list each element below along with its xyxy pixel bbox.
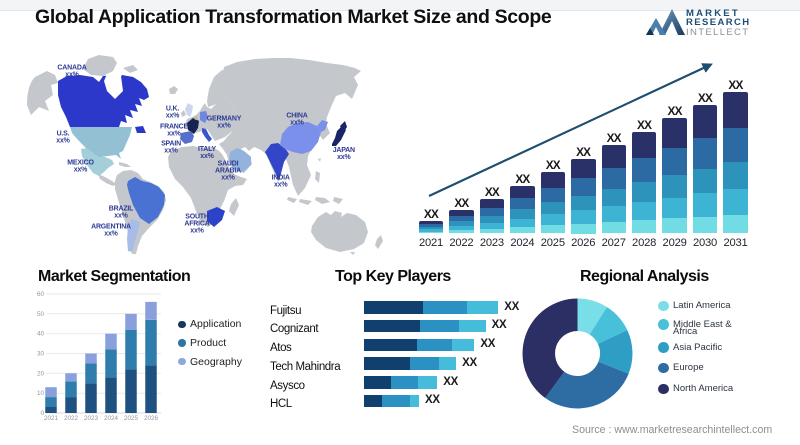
svg-text:ARABIA: ARABIA [215, 168, 241, 175]
svg-text:xx%: xx% [274, 182, 288, 189]
svg-text:INDIA: INDIA [272, 175, 290, 182]
svg-text:xx%: xx% [56, 138, 70, 145]
svg-text:60: 60 [37, 291, 45, 298]
svg-text:MEXICO: MEXICO [67, 160, 94, 167]
svg-text:2021: 2021 [44, 415, 59, 422]
svg-text:xx%: xx% [167, 131, 181, 138]
svg-text:SOUTH: SOUTH [185, 214, 209, 221]
svg-text:40: 40 [37, 331, 45, 338]
svg-text:CHINA: CHINA [286, 113, 307, 120]
svg-text:xx%: xx% [290, 120, 304, 127]
svg-text:xx%: xx% [217, 123, 231, 130]
svg-text:2026: 2026 [144, 415, 159, 422]
svg-text:JAPAN: JAPAN [333, 147, 355, 154]
svg-text:2022: 2022 [64, 415, 79, 422]
svg-text:10: 10 [37, 390, 45, 397]
svg-text:50: 50 [37, 311, 45, 318]
svg-text:xx%: xx% [164, 148, 178, 155]
svg-text:2025: 2025 [124, 415, 139, 422]
svg-text:xx%: xx% [221, 175, 235, 182]
svg-text:SAUDI: SAUDI [218, 161, 239, 168]
svg-text:xx%: xx% [337, 154, 351, 161]
svg-text:20: 20 [37, 370, 45, 377]
svg-text:xx%: xx% [190, 228, 204, 235]
svg-text:AFRICA: AFRICA [184, 221, 209, 228]
svg-text:ARGENTINA: ARGENTINA [91, 224, 131, 231]
svg-text:xx%: xx% [74, 167, 88, 174]
svg-text:U.K.: U.K. [166, 106, 179, 113]
svg-text:xx%: xx% [166, 113, 180, 120]
svg-text:BRAZIL: BRAZIL [109, 206, 134, 213]
svg-text:2024: 2024 [104, 415, 119, 422]
svg-text:xx%: xx% [114, 213, 128, 220]
svg-text:GERMANY: GERMANY [207, 116, 242, 123]
svg-text:ITALY: ITALY [198, 146, 217, 153]
svg-text:xx%: xx% [65, 72, 79, 79]
svg-text:0: 0 [40, 410, 44, 417]
svg-text:xx%: xx% [104, 231, 118, 238]
svg-text:U.S.: U.S. [57, 131, 70, 138]
svg-text:SPAIN: SPAIN [161, 141, 181, 148]
svg-text:30: 30 [37, 351, 45, 358]
svg-text:FRANCE: FRANCE [160, 124, 188, 131]
svg-text:CANADA: CANADA [57, 65, 86, 72]
svg-text:xx%: xx% [200, 153, 214, 160]
svg-text:2023: 2023 [84, 415, 99, 422]
